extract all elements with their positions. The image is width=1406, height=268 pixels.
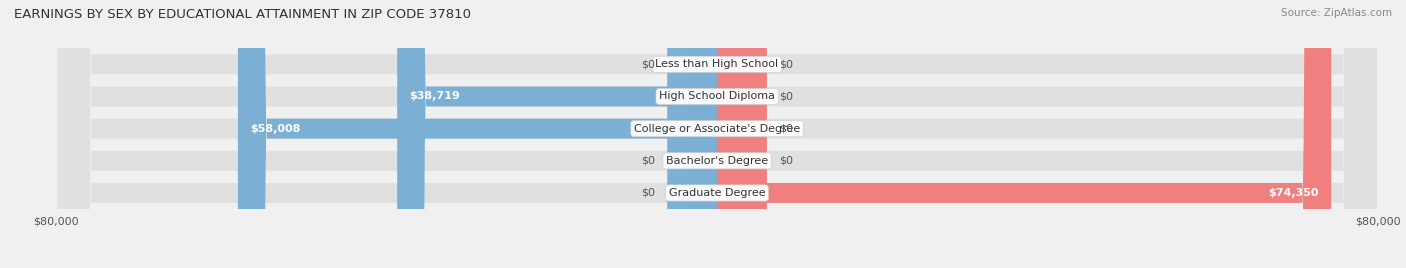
Text: $0: $0 — [779, 91, 793, 102]
FancyBboxPatch shape — [717, 0, 766, 268]
FancyBboxPatch shape — [58, 0, 1376, 268]
Text: $74,350: $74,350 — [1268, 188, 1319, 198]
Text: $38,719: $38,719 — [409, 91, 460, 102]
FancyBboxPatch shape — [668, 0, 717, 268]
FancyBboxPatch shape — [717, 0, 1331, 268]
Text: $0: $0 — [779, 156, 793, 166]
Text: $0: $0 — [641, 156, 655, 166]
Text: High School Diploma: High School Diploma — [659, 91, 775, 102]
Text: $0: $0 — [779, 59, 793, 69]
Text: Bachelor's Degree: Bachelor's Degree — [666, 156, 768, 166]
Text: Less than High School: Less than High School — [655, 59, 779, 69]
Text: Source: ZipAtlas.com: Source: ZipAtlas.com — [1281, 8, 1392, 18]
FancyBboxPatch shape — [58, 0, 1376, 268]
Text: $0: $0 — [779, 124, 793, 134]
Text: EARNINGS BY SEX BY EDUCATIONAL ATTAINMENT IN ZIP CODE 37810: EARNINGS BY SEX BY EDUCATIONAL ATTAINMEN… — [14, 8, 471, 21]
FancyBboxPatch shape — [717, 0, 766, 268]
FancyBboxPatch shape — [717, 0, 766, 268]
Text: Graduate Degree: Graduate Degree — [669, 188, 765, 198]
FancyBboxPatch shape — [58, 0, 1376, 268]
Text: $58,008: $58,008 — [250, 124, 301, 134]
FancyBboxPatch shape — [58, 0, 1376, 268]
FancyBboxPatch shape — [58, 0, 1376, 268]
FancyBboxPatch shape — [668, 0, 717, 268]
FancyBboxPatch shape — [398, 0, 717, 268]
Text: College or Associate's Degree: College or Associate's Degree — [634, 124, 800, 134]
Text: $0: $0 — [641, 59, 655, 69]
Text: $0: $0 — [641, 188, 655, 198]
FancyBboxPatch shape — [238, 0, 717, 268]
FancyBboxPatch shape — [717, 0, 766, 268]
FancyBboxPatch shape — [668, 0, 717, 268]
